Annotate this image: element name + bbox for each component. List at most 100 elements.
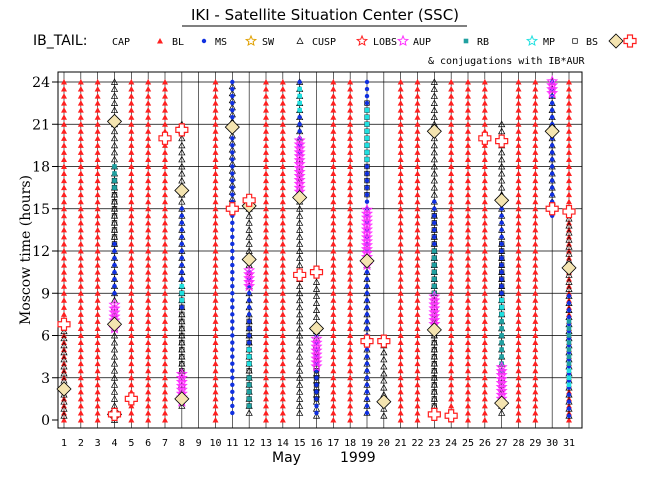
legend-marker xyxy=(157,38,163,44)
bl-marker xyxy=(230,291,235,296)
bl-marker xyxy=(549,157,555,162)
cap-marker xyxy=(481,374,488,381)
cap-marker xyxy=(347,135,354,141)
cap-marker xyxy=(279,149,286,155)
bl-marker xyxy=(432,199,437,204)
bl-marker xyxy=(230,319,235,324)
cap-marker xyxy=(128,304,135,310)
aup-marker xyxy=(432,255,437,261)
cap-marker xyxy=(128,79,135,85)
bl-marker xyxy=(566,413,572,418)
cap-marker xyxy=(481,233,488,240)
cap-marker xyxy=(414,128,421,134)
cap-marker xyxy=(145,311,152,317)
cap-marker xyxy=(128,128,135,134)
x-tick-label: 16 xyxy=(310,438,322,449)
sw-marker xyxy=(565,278,573,285)
cap-marker xyxy=(481,360,488,367)
cap-marker xyxy=(94,184,101,191)
sw-marker xyxy=(178,148,186,156)
cap-marker xyxy=(330,255,337,261)
aup-marker xyxy=(112,164,117,169)
cap-marker xyxy=(162,325,168,331)
cap-marker xyxy=(279,325,286,331)
mp-marker xyxy=(179,325,185,332)
cap-marker xyxy=(162,177,168,184)
y-tick-label: 0 xyxy=(41,413,50,429)
cap-marker xyxy=(145,381,152,388)
bl-marker xyxy=(246,298,252,303)
cap-marker xyxy=(263,381,269,388)
cap-marker xyxy=(532,248,539,254)
cap-marker xyxy=(397,198,404,205)
cap-marker xyxy=(61,100,67,106)
cap-marker xyxy=(77,367,84,374)
sw-marker xyxy=(565,236,573,243)
sw-marker xyxy=(245,226,253,233)
rb-marker xyxy=(364,150,370,155)
sw-marker xyxy=(430,113,438,121)
bl-marker xyxy=(314,410,319,416)
legend-marker xyxy=(296,37,304,44)
rb-marker xyxy=(364,128,370,134)
cap-marker xyxy=(465,297,471,303)
aup-marker xyxy=(499,326,504,331)
bl-marker xyxy=(364,389,370,395)
aup-marker xyxy=(112,185,117,190)
bl-marker xyxy=(246,333,252,338)
lobs-marker xyxy=(293,169,306,182)
cap-marker xyxy=(212,233,219,240)
cap-marker xyxy=(263,142,269,148)
aup-marker xyxy=(499,361,504,366)
sw-marker xyxy=(110,374,119,381)
lobs-marker xyxy=(310,340,323,352)
cap-marker xyxy=(145,205,152,212)
cap-marker xyxy=(263,212,269,219)
sw-marker xyxy=(296,374,304,381)
lobs-marker xyxy=(293,177,306,190)
cap-marker xyxy=(448,346,455,353)
cap-marker xyxy=(162,205,168,212)
cap-marker xyxy=(465,142,471,148)
cap-marker xyxy=(414,219,421,226)
cap-marker xyxy=(481,114,488,120)
cap-marker xyxy=(212,353,219,360)
cap-marker xyxy=(414,255,421,261)
cap-marker xyxy=(397,374,404,381)
cap-marker xyxy=(397,325,404,331)
cap-marker xyxy=(515,381,522,388)
cap-marker xyxy=(414,163,421,169)
cap-marker xyxy=(128,332,135,338)
sw-marker xyxy=(430,99,438,106)
cap-marker xyxy=(279,135,286,141)
cap-marker xyxy=(162,332,168,338)
cap-marker xyxy=(532,269,539,275)
cap-marker xyxy=(263,205,269,212)
cap-marker xyxy=(532,212,539,219)
cap-marker xyxy=(566,417,572,423)
cap-marker xyxy=(61,142,67,148)
cap-marker xyxy=(414,353,421,360)
cap-marker xyxy=(94,198,101,205)
sw-marker xyxy=(380,362,388,370)
legend: CAP BL MS SW CUSP LOBS AUP RB MP BS xyxy=(112,33,637,49)
cap-marker xyxy=(145,212,152,219)
x-tick-label: 30 xyxy=(546,438,558,449)
x-tick-label: 11 xyxy=(226,438,238,449)
cap-marker xyxy=(330,177,337,184)
cap-marker xyxy=(347,149,354,155)
cap-marker xyxy=(414,93,421,99)
sw-marker xyxy=(380,405,388,412)
cap-marker xyxy=(448,128,455,134)
cap-marker xyxy=(212,191,219,198)
cap-marker xyxy=(77,219,84,226)
cap-marker xyxy=(397,114,404,120)
bl-marker xyxy=(432,234,437,240)
cap-marker xyxy=(94,255,101,261)
cap-marker xyxy=(128,156,135,162)
cap-marker xyxy=(347,374,354,381)
lobs-marker xyxy=(175,371,188,384)
cap-marker xyxy=(94,395,101,402)
cap-marker xyxy=(448,163,455,169)
cap-marker xyxy=(330,262,337,268)
